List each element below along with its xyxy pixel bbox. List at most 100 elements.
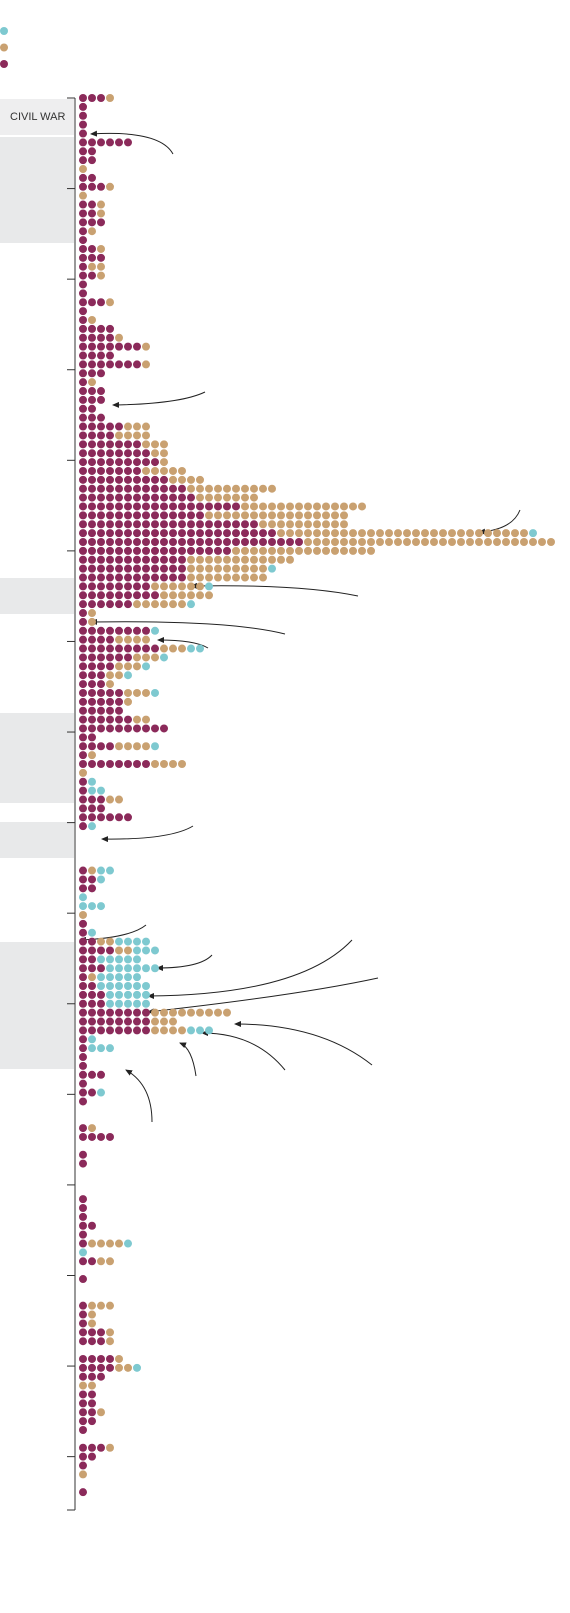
dot xyxy=(124,955,132,964)
dot xyxy=(79,1079,87,1088)
dot xyxy=(88,1088,96,1097)
dot xyxy=(124,440,132,449)
dot xyxy=(79,1461,87,1470)
dot xyxy=(187,538,195,546)
dot xyxy=(79,280,87,289)
dot xyxy=(79,289,87,298)
dot-segment xyxy=(79,280,87,289)
dot xyxy=(106,1017,114,1026)
dot xyxy=(115,706,123,715)
dot xyxy=(79,1381,87,1390)
dot xyxy=(124,813,132,822)
dot xyxy=(79,351,87,360)
dot xyxy=(88,466,96,475)
dot-segment xyxy=(79,573,186,582)
dot xyxy=(79,582,87,591)
dot xyxy=(133,937,141,946)
dot xyxy=(169,529,177,538)
dot xyxy=(79,751,87,760)
dot-segment xyxy=(124,671,132,680)
dot xyxy=(160,440,168,449)
dot-segment xyxy=(97,1408,105,1417)
dot-segment xyxy=(79,395,105,404)
dot xyxy=(88,982,96,990)
dot-segment xyxy=(133,653,159,662)
dot xyxy=(106,626,114,635)
dot xyxy=(502,538,510,546)
dot xyxy=(79,990,87,999)
dot xyxy=(115,742,123,751)
dot xyxy=(133,724,141,733)
dot-segment xyxy=(187,564,267,573)
dot xyxy=(529,538,537,546)
dot xyxy=(286,511,294,520)
dot-segment xyxy=(79,342,141,351)
dot xyxy=(88,644,96,653)
dot xyxy=(106,795,114,804)
dot-segment xyxy=(88,262,105,271)
dot xyxy=(142,520,150,529)
dot xyxy=(88,413,96,422)
dot xyxy=(106,546,114,555)
dot xyxy=(178,555,186,564)
dot xyxy=(115,138,123,147)
dot xyxy=(511,529,519,538)
dot-segment xyxy=(115,1354,123,1363)
dot xyxy=(79,733,87,742)
dot xyxy=(196,520,204,529)
dot xyxy=(124,591,132,600)
dot xyxy=(142,546,150,555)
dot xyxy=(277,555,285,564)
dot xyxy=(151,600,159,609)
dot xyxy=(88,591,96,600)
dot xyxy=(88,902,96,911)
dot-segment xyxy=(79,1053,87,1062)
dot xyxy=(178,484,186,493)
dot xyxy=(79,1132,87,1141)
dot xyxy=(214,564,222,573)
dot xyxy=(79,1488,87,1497)
dot xyxy=(304,546,312,555)
dot xyxy=(106,298,114,307)
dot xyxy=(178,1008,186,1017)
dot-segment xyxy=(205,582,213,591)
dot xyxy=(304,502,312,511)
dot xyxy=(79,1035,87,1044)
dot xyxy=(115,493,123,502)
dot-segment xyxy=(115,937,150,946)
dot-segment xyxy=(79,1026,150,1035)
dot xyxy=(79,413,87,422)
dot xyxy=(79,626,87,635)
dot xyxy=(79,209,87,218)
dot-segment xyxy=(88,866,96,875)
dot xyxy=(115,982,123,990)
dot xyxy=(97,253,105,262)
dot xyxy=(259,502,267,511)
dot xyxy=(151,653,159,662)
dot xyxy=(97,999,105,1008)
dot xyxy=(322,546,330,555)
dot xyxy=(196,582,204,591)
dot xyxy=(142,538,150,546)
dot xyxy=(268,520,276,529)
dot xyxy=(169,555,177,564)
dot xyxy=(97,600,105,609)
dot xyxy=(88,662,96,671)
dot xyxy=(214,538,222,546)
dot xyxy=(88,351,96,360)
dot xyxy=(88,742,96,751)
dot xyxy=(412,529,420,538)
dot-segment xyxy=(88,316,96,324)
dot xyxy=(124,697,132,706)
dot xyxy=(277,538,285,546)
dot xyxy=(79,760,87,768)
dot-segment xyxy=(106,94,114,102)
dot xyxy=(187,600,195,609)
dot xyxy=(124,484,132,493)
dot xyxy=(79,316,87,324)
dot xyxy=(79,378,87,387)
dot xyxy=(79,218,87,227)
dot xyxy=(142,431,150,440)
dot xyxy=(124,538,132,546)
dot xyxy=(169,475,177,484)
